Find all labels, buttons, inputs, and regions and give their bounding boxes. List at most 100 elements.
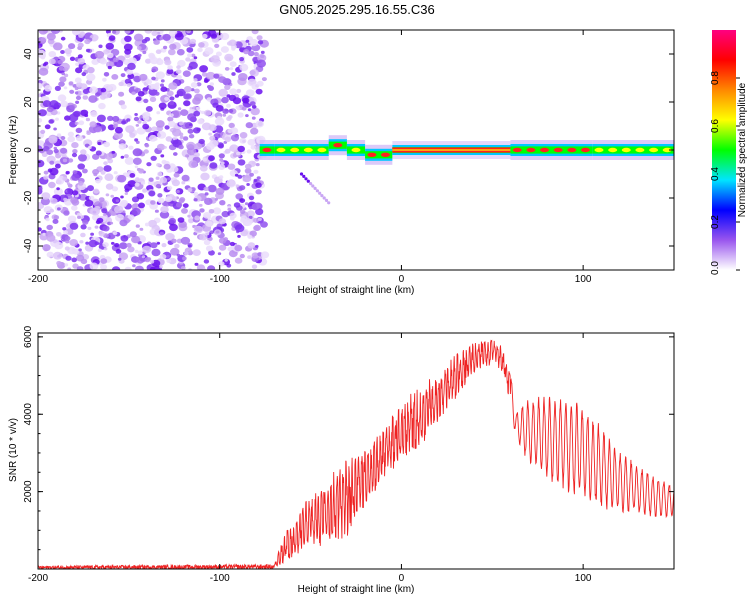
noise-speckle	[165, 136, 173, 142]
snr-plot	[38, 339, 674, 569]
noise-speckle	[42, 232, 46, 236]
noise-speckle	[164, 125, 170, 130]
noise-speckle	[56, 187, 60, 191]
noise-speckle	[187, 187, 193, 192]
noise-speckle	[202, 157, 207, 162]
noise-speckle	[166, 90, 174, 97]
noise-speckle	[192, 97, 201, 105]
noise-speckle	[144, 37, 151, 42]
noise-speckle	[82, 168, 88, 174]
noise-speckle	[251, 30, 259, 35]
noise-speckle	[164, 59, 172, 66]
noise-speckle	[239, 198, 246, 204]
noise-speckle	[148, 219, 157, 228]
noise-speckle	[137, 53, 142, 58]
noise-speckle	[109, 221, 114, 225]
noise-speckle	[166, 185, 173, 191]
noise-speckle	[136, 46, 142, 50]
noise-speckle	[226, 103, 231, 108]
noise-speckle	[236, 88, 242, 94]
noise-speckle	[229, 61, 237, 67]
noise-speckle	[90, 111, 98, 117]
noise-speckle	[209, 230, 214, 234]
noise-speckle	[112, 231, 118, 236]
noise-speckle	[60, 36, 66, 41]
noise-speckle	[93, 125, 102, 133]
noise-speckle	[40, 129, 46, 134]
colorbar-ticks: 0.0 0.2 0.4 0.6 0.8	[710, 71, 740, 275]
noise-speckle	[132, 264, 136, 268]
noise-speckle	[203, 259, 210, 264]
noise-speckle	[185, 57, 191, 62]
side-trace-dot	[318, 191, 322, 195]
signal-blob	[608, 147, 618, 153]
noise-speckle	[95, 150, 102, 156]
noise-speckle	[129, 132, 136, 138]
noise-speckle	[131, 91, 136, 96]
noise-speckle	[245, 114, 249, 118]
noise-speckle	[184, 86, 192, 93]
signal-segment	[346, 140, 366, 160]
noise-speckle	[96, 114, 106, 123]
noise-speckle	[84, 113, 89, 118]
noise-speckle	[78, 154, 87, 162]
noise-speckle	[112, 30, 117, 34]
noise-speckle	[178, 121, 184, 126]
noise-speckle	[80, 224, 87, 230]
noise-speckle	[221, 210, 230, 218]
noise-speckle	[50, 198, 58, 205]
noise-speckle	[55, 117, 59, 121]
noise-speckle	[157, 193, 163, 198]
noise-speckle	[167, 177, 172, 181]
noise-speckle	[115, 199, 120, 203]
noise-speckle	[251, 264, 258, 269]
colorbar-tick-label: 0.6	[710, 119, 721, 133]
noise-speckle	[54, 85, 62, 91]
noise-speckle	[58, 81, 65, 87]
y-tick-label: 4000	[23, 403, 34, 426]
noise-speckle	[196, 106, 201, 111]
noise-speckle	[181, 208, 188, 214]
noise-speckle	[134, 249, 139, 253]
noise-speckle	[100, 264, 108, 270]
noise-speckle	[194, 143, 203, 150]
noise-speckle	[204, 47, 214, 55]
noise-speckle	[61, 72, 65, 76]
noise-speckle	[86, 130, 90, 134]
noise-speckle	[47, 168, 53, 173]
noise-speckle	[188, 160, 198, 169]
noise-speckle	[234, 244, 243, 252]
y-tick-label: 0	[23, 147, 34, 153]
side-trace-dot	[327, 201, 331, 205]
noise-speckle	[72, 190, 79, 196]
noise-speckle	[234, 173, 239, 177]
noise-speckle	[172, 136, 178, 141]
noise-speckle	[247, 50, 255, 57]
x-tick-label: 100	[575, 274, 592, 285]
signal-segment	[259, 140, 275, 160]
noise-speckle	[192, 249, 201, 256]
signal-blob	[381, 152, 390, 157]
noise-speckle	[46, 149, 54, 155]
noise-speckle	[224, 258, 228, 262]
noise-speckle	[75, 135, 84, 142]
noise-speckle	[153, 39, 160, 45]
noise-speckle	[247, 108, 252, 112]
noise-speckle	[134, 165, 139, 169]
noise-speckle	[180, 236, 191, 245]
signal-blob	[594, 147, 604, 153]
noise-speckle	[178, 144, 184, 150]
x-tick-label: 100	[575, 573, 592, 584]
noise-speckle	[151, 248, 161, 257]
snr-x-label: Height of straight line (km)	[298, 584, 415, 595]
noise-speckle	[88, 239, 98, 248]
noise-speckle	[135, 140, 140, 144]
noise-speckle	[80, 232, 86, 238]
noise-speckle	[46, 251, 54, 258]
noise-speckle	[62, 176, 68, 181]
noise-speckle	[106, 52, 114, 59]
noise-speckle	[203, 212, 212, 219]
noise-speckle	[156, 143, 166, 151]
signal-blob	[567, 147, 577, 153]
